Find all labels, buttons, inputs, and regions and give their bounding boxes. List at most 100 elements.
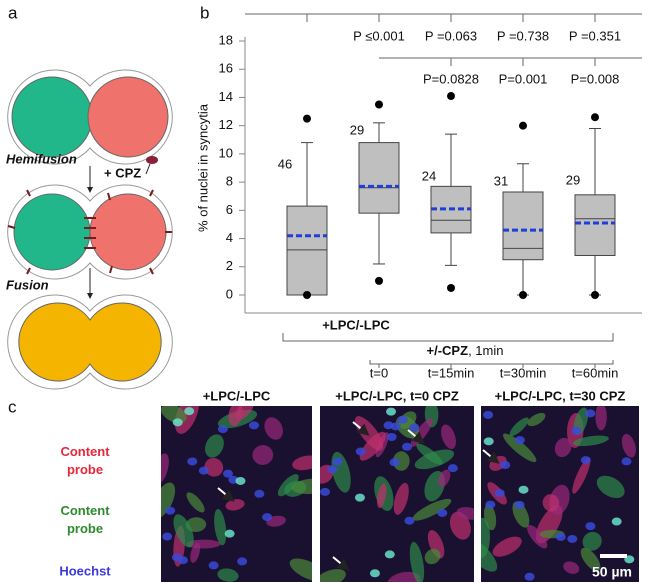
cell — [291, 478, 313, 494]
micrograph-title: +LPC/-LPC, t=30 CPZ — [495, 388, 626, 403]
nucleus — [585, 409, 596, 418]
outlier — [303, 291, 311, 299]
nucleus — [404, 516, 415, 525]
cell — [160, 482, 176, 519]
arrow — [217, 487, 235, 502]
p-value: P=0.008 — [571, 71, 620, 86]
cell — [292, 455, 313, 471]
legend-label: Content probe — [60, 503, 110, 536]
x-tick-label: t=60min — [572, 365, 619, 380]
cell — [572, 435, 609, 447]
diagram: Hemifusion + CPZ Fusion — [6, 69, 173, 390]
cell — [492, 536, 522, 557]
outlier — [519, 121, 527, 130]
cell — [580, 547, 601, 571]
legend-word: probe — [67, 521, 103, 536]
panel-label: c — [8, 397, 17, 416]
outlier — [375, 100, 383, 109]
scale-label: 50 µm — [592, 564, 632, 580]
cell — [289, 558, 313, 582]
nucleus — [483, 437, 494, 446]
diagram-label: Fusion — [6, 277, 49, 292]
cell — [441, 424, 456, 450]
x-tick-label: t=15min — [428, 365, 475, 380]
cell — [160, 405, 187, 423]
cell — [160, 453, 169, 485]
cell — [596, 475, 625, 499]
arrow — [352, 421, 370, 436]
box — [358, 142, 400, 214]
cells — [160, 405, 313, 582]
cell — [503, 433, 537, 463]
nucleus — [494, 489, 505, 498]
nucleus — [386, 407, 397, 416]
micrograph-title: +LPC/-LPC, t=0 CPZ — [335, 388, 459, 403]
cell — [252, 445, 274, 465]
nucleus — [621, 457, 632, 466]
nucleus — [611, 517, 622, 526]
bracket — [369, 360, 614, 365]
x-tick-label: t=30min — [500, 365, 547, 380]
frame — [159, 404, 314, 583]
cell — [217, 568, 239, 582]
nucleus — [514, 436, 525, 445]
nucleus — [165, 506, 176, 515]
nucleus — [217, 425, 228, 434]
cell — [572, 457, 591, 494]
diagram-label: Hemifusion — [6, 151, 77, 166]
cell — [387, 571, 421, 583]
nucleus — [447, 464, 458, 473]
nucleus — [320, 487, 331, 496]
nucleus — [389, 458, 400, 467]
p-value: P=0.001 — [499, 71, 548, 86]
y-axis-title: % of nuclei in syncytia — [195, 103, 210, 232]
cell — [264, 417, 283, 440]
p-value: P =0.738 — [497, 28, 549, 43]
nucleus — [248, 421, 259, 430]
nucleus — [567, 534, 578, 543]
nucleus — [397, 415, 408, 424]
y-tick-label: 8 — [226, 174, 233, 189]
nucleus — [585, 522, 596, 531]
nucleus — [437, 508, 448, 517]
nucleus — [184, 407, 195, 416]
bracket — [282, 333, 614, 342]
cell — [424, 548, 441, 565]
cell — [190, 542, 201, 563]
outlier — [591, 113, 599, 122]
n-label: 24 — [422, 168, 436, 183]
nucleus — [500, 461, 511, 470]
nucleus — [555, 532, 566, 541]
y-tick-label: 4 — [226, 230, 233, 245]
nucleus — [571, 426, 582, 435]
cell — [228, 405, 243, 427]
legend-label: Content probe — [60, 444, 110, 477]
cell — [527, 412, 546, 427]
group-label: +LPC/-LPC — [322, 317, 390, 332]
y-tick-label: 10 — [219, 145, 233, 160]
cell — [277, 474, 299, 497]
frame — [479, 404, 641, 583]
outlier — [591, 291, 599, 299]
nucleus — [262, 513, 273, 522]
cell — [409, 541, 425, 583]
y-tick-label: 14 — [219, 89, 233, 104]
outlier — [519, 291, 527, 299]
arrow — [407, 429, 425, 444]
cell — [214, 508, 227, 546]
outlier — [447, 283, 455, 292]
micrograph-title: +LPC/-LPC — [203, 388, 271, 403]
nucleus — [514, 500, 525, 509]
diagram-label: + CPZ — [104, 165, 141, 180]
nucleus — [524, 572, 535, 581]
cell — [542, 494, 560, 512]
y-tick-label: 12 — [219, 117, 233, 132]
p-value: P ≤0.001 — [353, 28, 405, 43]
y-tick-label: 0 — [226, 286, 233, 301]
nucleus — [254, 489, 265, 498]
cell — [173, 514, 194, 548]
n-label: 29 — [350, 122, 364, 137]
nucleus — [384, 550, 395, 559]
